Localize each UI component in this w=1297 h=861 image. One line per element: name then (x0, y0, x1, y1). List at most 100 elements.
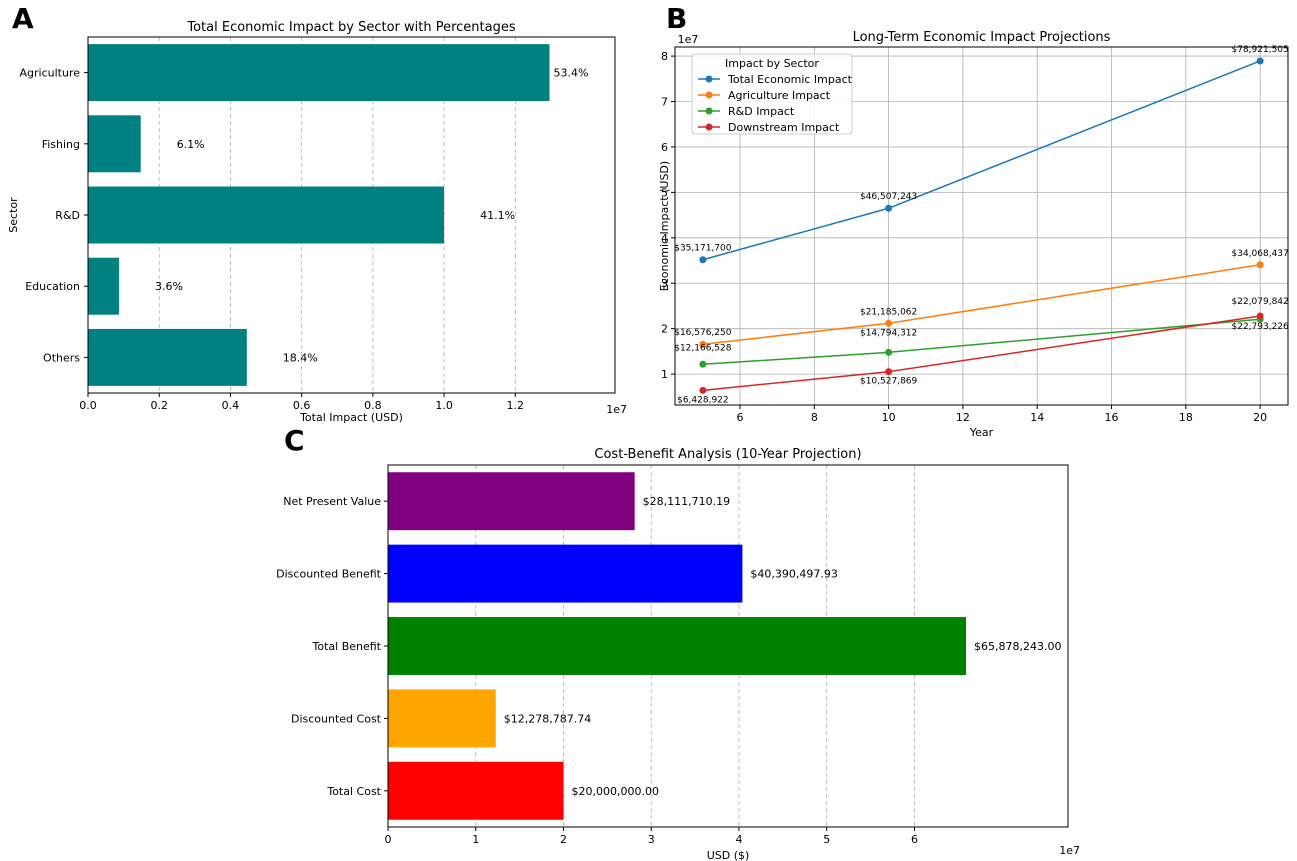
y-tick-label: Total Cost (326, 785, 381, 798)
bar-others (88, 328, 247, 386)
x-tick-label: 10 (882, 411, 896, 424)
legend-swatch-marker (705, 107, 713, 115)
x-axis-label: Year (969, 426, 994, 439)
data-point (885, 348, 893, 356)
y-tick-label: 4 (661, 232, 668, 245)
bar-value-label: $28,111,710.19 (643, 495, 730, 508)
data-label: $10,527,869 (860, 377, 918, 387)
legend-item-label: Total Economic Impact (727, 73, 853, 86)
y-tick-label: Education (25, 280, 80, 293)
x-axis-label: USD ($) (707, 849, 750, 861)
x-tick-label: 6 (911, 833, 918, 846)
legend-item-label: Downstream Impact (728, 121, 840, 134)
legend-item-label: R&D Impact (728, 105, 795, 118)
y-tick-label: Net Present Value (283, 495, 381, 508)
y-tick-label: Others (43, 351, 80, 364)
plot-frame (87, 36, 616, 394)
legend-title: Impact by Sector (725, 57, 819, 70)
bar-rd (88, 186, 445, 244)
series-line (702, 264, 1261, 345)
legend-swatch-marker (705, 75, 713, 83)
y-tick-label: 7 (661, 96, 668, 109)
x-tick-label: 0.2 (150, 399, 168, 412)
bar-value-label: $40,390,497.93 (750, 568, 837, 581)
y-tick-label: 6 (661, 141, 668, 154)
bar-value-label: $65,878,243.00 (974, 640, 1061, 653)
bar-total-benefit (388, 617, 967, 675)
y-tick-label: R&D (55, 209, 80, 222)
data-point (1256, 312, 1264, 320)
panel-label-b: B (666, 2, 688, 35)
bar-percent-label: 53.4% (553, 67, 588, 80)
x-tick-label: 20 (1253, 411, 1267, 424)
y-tick-label: Discounted Benefit (276, 568, 382, 581)
chart-title: Cost-Benefit Analysis (10-Year Projectio… (594, 447, 861, 462)
x-tick-label: 3 (648, 833, 655, 846)
bar-value-label: $12,278,787.74 (504, 712, 591, 725)
bar-total-cost (388, 761, 564, 820)
data-point (699, 386, 707, 394)
x-axis-exponent: 1e7 (606, 403, 627, 416)
data-point (885, 204, 893, 212)
x-tick-label: 5 (823, 833, 830, 846)
chart-title: Long-Term Economic Impact Projections (853, 30, 1111, 45)
y-tick-label: Total Benefit (312, 640, 382, 653)
plot-frame (387, 464, 1069, 828)
data-label: $21,185,062 (860, 307, 917, 317)
data-point (699, 340, 707, 348)
y-axis-exponent: 1e7 (678, 33, 699, 46)
y-tick-label: Fishing (42, 138, 80, 151)
x-tick-label: 16 (1105, 411, 1119, 424)
data-label: $6,428,922 (677, 395, 729, 405)
impact-projection-line-chart: 6 8 10 12 14 16 18 2012345678$35,171,700$46,507… (658, 30, 1290, 439)
bar-percent-label: 41.1% (480, 209, 515, 222)
data-label: $46,507,243 (860, 192, 917, 202)
x-tick-label: 18 (1179, 411, 1193, 424)
x-tick-label: 12 (956, 411, 970, 424)
plot-frame (674, 46, 1289, 406)
x-tick-label: 14 (1030, 411, 1044, 424)
bar-percent-label: 18.4% (283, 351, 318, 364)
data-label: $78,921,505 (1232, 45, 1289, 55)
bar-fishing (88, 115, 141, 173)
chart-title: Total Economic Impact by Sector with Per… (186, 20, 515, 35)
data-label: $35,171,700 (674, 244, 732, 254)
x-axis-exponent: 1e7 (1059, 844, 1080, 857)
bar-discounted-benefit (388, 544, 743, 603)
bar-percent-label: 6.1% (177, 138, 205, 151)
x-tick-label: 1.0 (435, 399, 453, 412)
y-axis-label: Sector (7, 197, 20, 233)
sector-impact-bar-chart: 0.0 0.2 0.4 0.6 0.8 1.0 1.2 Agriculture 53.4% Fis… (7, 20, 627, 424)
bar-education (88, 257, 119, 315)
x-axis-label: Total Impact (USD) (299, 411, 403, 424)
y-tick-label: 3 (661, 277, 668, 290)
data-point (885, 319, 893, 327)
x-tick-label: 6 (737, 411, 744, 424)
cost-benefit-bar-chart: 0 1 2 3 4 5 6 Total Cost $20,000,000.00 Discounte… (276, 447, 1080, 861)
x-tick-label: 0.8 (364, 399, 382, 412)
bar-discounted-cost (388, 689, 496, 748)
y-tick-label: Discounted Cost (291, 712, 382, 725)
x-tick-label: 4 (735, 833, 742, 846)
data-point (1256, 57, 1264, 65)
y-tick-label: Agriculture (20, 67, 81, 80)
x-tick-label: 2 (560, 833, 567, 846)
panel-label-a: A (12, 2, 34, 35)
y-tick-label: 8 (661, 50, 668, 63)
bar-net-present-value (388, 472, 635, 531)
data-label: $22,793,226 (1232, 322, 1290, 332)
x-tick-label: 8 (811, 411, 818, 424)
data-point (699, 256, 707, 264)
bar-value-label: $20,000,000.00 (571, 785, 658, 798)
y-tick-label: 5 (661, 186, 668, 199)
x-tick-label: 0.6 (293, 399, 311, 412)
data-point (885, 368, 893, 376)
y-tick-label: 1 (661, 368, 668, 381)
y-tick-label: 2 (661, 323, 668, 336)
data-label: $16,576,250 (674, 328, 732, 338)
panel-label-c: C (284, 424, 305, 457)
data-label: $14,794,312 (860, 328, 917, 338)
legend-swatch-marker (705, 123, 713, 131)
data-point (1256, 261, 1264, 269)
bar-agriculture (88, 44, 550, 102)
